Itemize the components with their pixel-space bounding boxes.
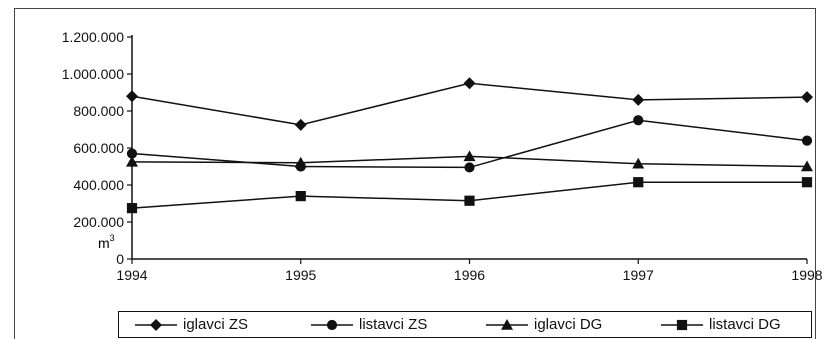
legend-swatch — [486, 318, 528, 330]
data-point-square — [295, 191, 306, 202]
y-axis-label: m3 — [98, 233, 115, 251]
data-point-triangle — [463, 150, 476, 162]
legend-item: listavci DG — [659, 312, 781, 337]
data-point-circle — [801, 135, 813, 146]
legend-marker-circle — [326, 319, 338, 330]
series-listavci-dg — [126, 177, 813, 214]
legend-label: iglavci ZS — [183, 316, 249, 333]
legend-marker-diamond — [150, 318, 162, 331]
legend-marker-triangle — [501, 318, 513, 330]
legend-item: iglavci DG — [484, 312, 602, 337]
series-iglavci-zs — [126, 77, 813, 131]
data-point-square — [126, 203, 138, 214]
x-tick-label: 1998 — [791, 267, 822, 283]
data-point-triangle — [632, 157, 645, 169]
data-point-diamond — [632, 93, 645, 106]
data-point-square — [801, 177, 813, 188]
x-tick-label: 1997 — [623, 267, 654, 283]
legend-swatch — [311, 319, 353, 330]
axes — [131, 35, 807, 260]
axis-ticks: 0 200.000 400.000 600.000 800.000 1.000.000 1.… — [62, 29, 823, 283]
legend-label: listavci ZS — [359, 316, 428, 333]
data-point-diamond — [126, 90, 138, 103]
legend-swatch — [661, 319, 703, 330]
series-line — [131, 82, 808, 126]
x-tick-label: 1996 — [454, 267, 485, 283]
data-point-triangle — [294, 156, 307, 168]
legend-label: iglavci DG — [534, 316, 603, 333]
y-tick-label: 400.000 — [73, 177, 124, 193]
y-tick-label: 200.000 — [73, 214, 124, 230]
legend-label: listavci DG — [709, 316, 781, 333]
legend-item: iglavci ZS — [133, 312, 248, 337]
series-listavci-zs — [126, 115, 813, 173]
data-point-diamond — [463, 77, 476, 90]
data-point-triangle — [801, 160, 813, 172]
legend-marker-square — [676, 319, 688, 330]
data-point-triangle — [126, 155, 138, 167]
y-tick-label: 0 — [116, 251, 124, 267]
data-point-square — [633, 177, 644, 188]
legend: iglavci ZS listavci ZS iglavci DG listavci … — [118, 311, 812, 338]
chart-area-frame — [14, 8, 816, 339]
x-tick-label: 1994 — [116, 267, 147, 283]
data-point-circle — [126, 148, 138, 159]
series-layer — [126, 77, 813, 214]
x-tick-label: 1995 — [285, 267, 316, 283]
legend-swatch — [135, 318, 177, 331]
legend-item: listavci ZS — [309, 312, 427, 337]
y-axis-label-superscript: 3 — [110, 233, 115, 243]
data-point-diamond — [294, 118, 307, 131]
y-tick-label: 1.200.000 — [62, 29, 124, 45]
y-tick-label: 800.000 — [73, 103, 124, 119]
y-tick-label: 600.000 — [73, 140, 124, 156]
data-point-circle — [633, 115, 644, 126]
series-iglavci-dg — [126, 150, 813, 172]
data-point-diamond — [801, 91, 813, 104]
data-point-square — [464, 195, 475, 206]
data-point-circle — [464, 162, 475, 173]
y-axis-label-text: m — [98, 235, 110, 251]
y-tick-label: 1.000.000 — [62, 66, 124, 82]
